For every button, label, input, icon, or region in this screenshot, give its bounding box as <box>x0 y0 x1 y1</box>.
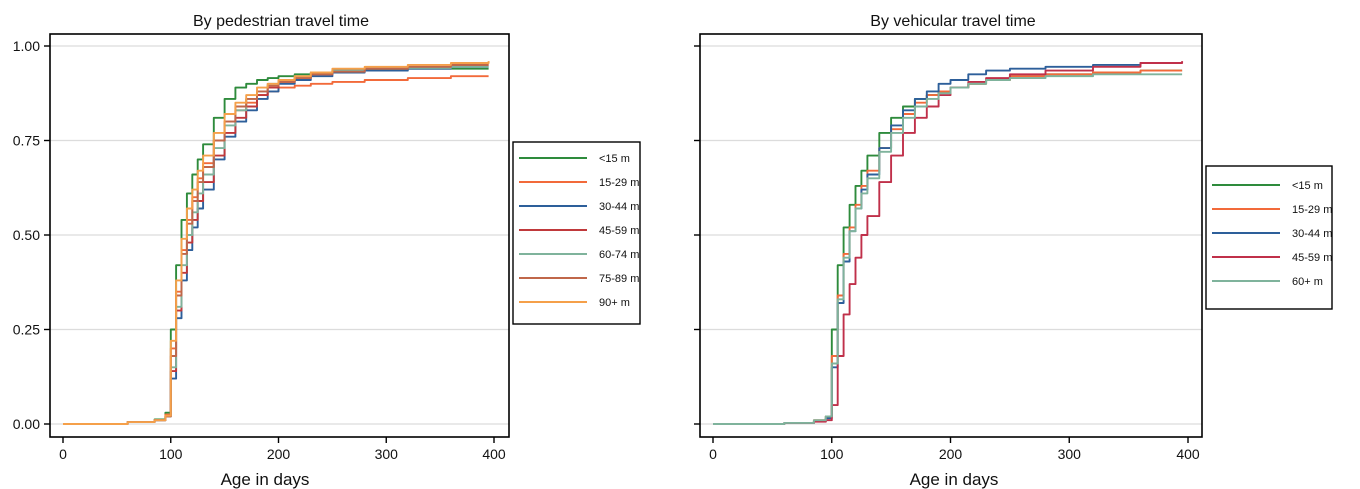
x-tick-label: 100 <box>159 446 183 462</box>
chart-title: By vehicular travel time <box>870 13 1035 30</box>
series-line <box>63 65 489 425</box>
x-tick-label: 200 <box>267 446 291 462</box>
series-line <box>63 63 489 425</box>
series-line <box>713 69 1183 425</box>
y-tick-label: 0.75 <box>13 133 40 149</box>
series-line <box>63 65 489 425</box>
series-line <box>63 67 489 425</box>
legend-label: 90+ m <box>599 297 630 309</box>
x-tick-label: 300 <box>375 446 399 462</box>
legend-label: 60+ m <box>1292 276 1323 288</box>
legend-label: <15 m <box>1292 180 1323 192</box>
legend: <15 m 15-29 m 30-44 m 45-59 m 60+ m <box>1205 165 1333 310</box>
series-line <box>713 61 1184 425</box>
series-line <box>63 61 490 425</box>
x-axis-label: Age in days <box>910 470 999 489</box>
legend-label: 30-44 m <box>1292 228 1332 240</box>
legend-box <box>1205 165 1333 310</box>
y-tick-label: 0.00 <box>13 416 40 432</box>
x-tick-label: 100 <box>820 446 844 462</box>
y-tick-label: 1.00 <box>13 38 40 54</box>
chart-title: By pedestrian travel time <box>193 13 369 30</box>
legend-label: 45-59 m <box>599 225 639 237</box>
legend-box <box>512 141 641 325</box>
x-tick-label: 400 <box>482 446 506 462</box>
y-tick-label: 0.50 <box>13 227 40 243</box>
legend: <15 m 15-29 m 30-44 m 45-59 m 60-74 m 75-89 m… <box>512 141 641 325</box>
x-axis-label: Age in days <box>221 470 310 489</box>
legend-label: 60-74 m <box>599 249 639 261</box>
series-line <box>713 73 1183 425</box>
legend-label: 75-89 m <box>599 273 639 285</box>
legend-label: 15-29 m <box>599 177 639 189</box>
series-line <box>713 62 1183 425</box>
panel-pedestrian: By pedestrian travel time Age in days 0 1… <box>13 13 641 489</box>
panel-vehicular: By vehicular travel time Age in days 0 10… <box>694 13 1333 489</box>
x-tick-label: 0 <box>709 446 717 462</box>
x-tick-label: 400 <box>1176 446 1200 462</box>
series-line <box>713 69 1183 425</box>
legend-label: 45-59 m <box>1292 252 1332 264</box>
series-line <box>63 75 489 425</box>
series-line <box>63 63 489 425</box>
legend-label: <15 m <box>599 153 630 165</box>
legend-label: 15-29 m <box>1292 204 1332 216</box>
y-tick-label: 0.25 <box>13 322 40 338</box>
x-tick-label: 300 <box>1058 446 1082 462</box>
legend-label: 30-44 m <box>599 201 639 213</box>
x-tick-label: 0 <box>59 446 67 462</box>
x-tick-label: 200 <box>939 446 963 462</box>
